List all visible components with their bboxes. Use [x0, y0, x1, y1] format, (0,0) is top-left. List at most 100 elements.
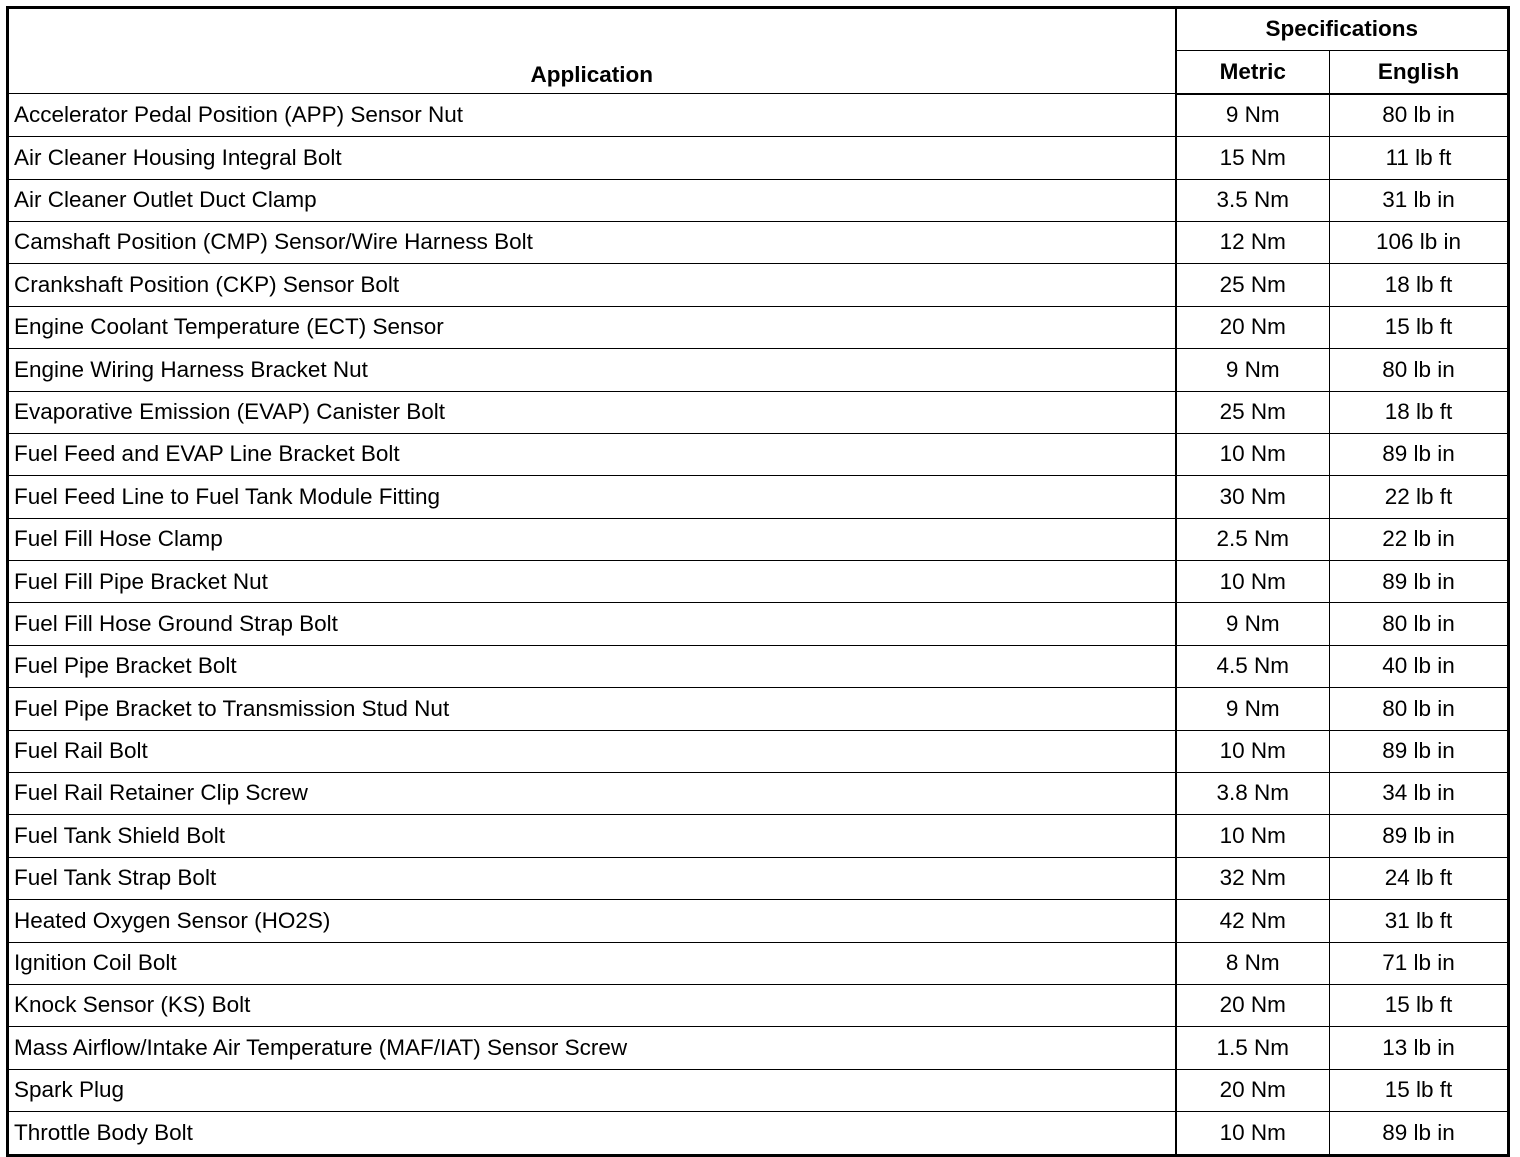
metric-cell: 25 Nm [1175, 263, 1330, 307]
application-cell: Mass Airflow/Intake Air Temperature (MAF… [7, 1026, 1177, 1070]
english-cell: 80 lb in [1328, 602, 1510, 646]
table-row: Camshaft Position (CMP) Sensor/Wire Harn… [7, 220, 1510, 265]
metric-cell: 10 Nm [1175, 814, 1330, 858]
application-cell: Knock Sensor (KS) Bolt [7, 983, 1177, 1028]
application-cell: Fuel Pipe Bracket to Transmission Stud N… [7, 687, 1177, 731]
english-cell: 15 lb ft [1328, 1068, 1510, 1113]
table-row: Fuel Pipe Bracket Bolt 4.5 Nm 40 lb in [7, 644, 1510, 689]
table-row: Fuel Tank Strap Bolt 32 Nm 24 lb ft [7, 856, 1510, 901]
application-cell: Fuel Fill Hose Clamp [7, 517, 1177, 562]
english-cell: 15 lb ft [1328, 983, 1510, 1028]
metric-cell: 2.5 Nm [1175, 517, 1330, 562]
application-cell: Fuel Feed Line to Fuel Tank Module Fitti… [7, 475, 1177, 519]
application-cell: Fuel Rail Retainer Clip Screw [7, 772, 1177, 816]
application-cell: Fuel Tank Strap Bolt [7, 856, 1177, 901]
table-row: Spark Plug 20 Nm 15 lb ft [7, 1068, 1510, 1113]
application-cell: Heated Oxygen Sensor (HO2S) [7, 899, 1177, 943]
table-row: Fuel Feed and EVAP Line Bracket Bolt 10 N… [7, 432, 1510, 477]
metric-cell: 10 Nm [1175, 432, 1330, 477]
torque-specifications-table: Application Specifications Metric Englis… [6, 6, 1511, 1157]
english-cell: 80 lb in [1328, 687, 1510, 731]
english-cell: 18 lb ft [1328, 390, 1510, 434]
english-cell: 11 lb ft [1328, 136, 1510, 180]
application-cell: Evaporative Emission (EVAP) Canister Bol… [7, 390, 1177, 434]
application-cell: Fuel Pipe Bracket Bolt [7, 644, 1177, 689]
english-cell: 80 lb in [1328, 348, 1510, 392]
metric-cell: 20 Nm [1175, 1068, 1330, 1113]
english-cell: 22 lb in [1328, 517, 1510, 562]
application-cell: Fuel Fill Hose Ground Strap Bolt [7, 602, 1177, 646]
metric-cell: 10 Nm [1175, 560, 1330, 604]
english-cell: 80 lb in [1328, 93, 1510, 138]
metric-cell: 9 Nm [1175, 93, 1330, 138]
english-cell: 40 lb in [1328, 644, 1510, 689]
metric-cell: 42 Nm [1175, 899, 1330, 943]
table-row: Engine Coolant Temperature (ECT) Sensor 2… [7, 305, 1510, 350]
metric-cell: 4.5 Nm [1175, 644, 1330, 689]
table-row: Engine Wiring Harness Bracket Nut 9 Nm 80 … [7, 348, 1510, 392]
application-cell: Engine Wiring Harness Bracket Nut [7, 348, 1177, 392]
application-cell: Throttle Body Bolt [7, 1111, 1177, 1156]
application-cell: Fuel Feed and EVAP Line Bracket Bolt [7, 432, 1177, 477]
metric-cell: 10 Nm [1175, 729, 1330, 774]
english-cell: 89 lb in [1328, 814, 1510, 858]
metric-cell: 9 Nm [1175, 348, 1330, 392]
table-row: Evaporative Emission (EVAP) Canister Bol… [7, 390, 1510, 434]
metric-cell: 30 Nm [1175, 475, 1330, 519]
table-row: Mass Airflow/Intake Air Temperature (MAF… [7, 1026, 1510, 1070]
application-cell: Accelerator Pedal Position (APP) Sensor … [7, 93, 1177, 138]
application-cell: Air Cleaner Outlet Duct Clamp [7, 178, 1177, 222]
table-row: Ignition Coil Bolt 8 Nm 71 lb in [7, 941, 1510, 985]
metric-cell: 12 Nm [1175, 220, 1330, 265]
application-cell: Camshaft Position (CMP) Sensor/Wire Harn… [7, 220, 1177, 265]
application-cell: Air Cleaner Housing Integral Bolt [7, 136, 1177, 180]
table-row: Fuel Tank Shield Bolt 10 Nm 89 lb in [7, 814, 1510, 858]
table-row: Knock Sensor (KS) Bolt 20 Nm 15 lb ft [7, 983, 1510, 1028]
table-row: Fuel Fill Hose Ground Strap Bolt 9 Nm 80 l… [7, 602, 1510, 646]
english-cell: 31 lb ft [1328, 899, 1510, 943]
english-cell: 34 lb in [1328, 772, 1510, 816]
table-row: Throttle Body Bolt 10 Nm 89 lb in [7, 1111, 1510, 1156]
english-cell: 89 lb in [1328, 1111, 1510, 1156]
application-cell: Ignition Coil Bolt [7, 941, 1177, 985]
application-cell: Fuel Tank Shield Bolt [7, 814, 1177, 858]
english-header: English [1328, 50, 1510, 95]
english-cell: 22 lb ft [1328, 475, 1510, 519]
table-row: Crankshaft Position (CKP) Sensor Bolt 25 … [7, 263, 1510, 307]
metric-cell: 9 Nm [1175, 602, 1330, 646]
english-cell: 89 lb in [1328, 560, 1510, 604]
english-cell: 24 lb ft [1328, 856, 1510, 901]
metric-cell: 9 Nm [1175, 687, 1330, 731]
metric-cell: 3.8 Nm [1175, 772, 1330, 816]
metric-cell: 10 Nm [1175, 1111, 1330, 1156]
english-cell: 15 lb ft [1328, 305, 1510, 350]
metric-cell: 8 Nm [1175, 941, 1330, 985]
table-row: Accelerator Pedal Position (APP) Sensor … [7, 93, 1510, 138]
english-cell: 89 lb in [1328, 432, 1510, 477]
metric-cell: 15 Nm [1175, 136, 1330, 180]
table-row: Heated Oxygen Sensor (HO2S) 42 Nm 31 lb ft [7, 899, 1510, 943]
application-cell: Crankshaft Position (CKP) Sensor Bolt [7, 263, 1177, 307]
english-cell: 106 lb in [1328, 220, 1510, 265]
english-cell: 89 lb in [1328, 729, 1510, 774]
english-cell: 31 lb in [1328, 178, 1510, 222]
metric-cell: 20 Nm [1175, 305, 1330, 350]
table-row: Fuel Rail Retainer Clip Screw 3.8 Nm 34 lb… [7, 772, 1510, 816]
english-cell: 71 lb in [1328, 941, 1510, 985]
table-row: Air Cleaner Housing Integral Bolt 15 Nm 11… [7, 136, 1510, 180]
metric-cell: 25 Nm [1175, 390, 1330, 434]
specifications-header: Specifications [1174, 6, 1510, 52]
metric-cell: 1.5 Nm [1175, 1026, 1330, 1070]
metric-cell: 32 Nm [1175, 856, 1330, 901]
english-cell: 13 lb in [1328, 1026, 1510, 1070]
table-row: Fuel Fill Hose Clamp 2.5 Nm 22 lb in [7, 517, 1510, 562]
application-cell: Engine Coolant Temperature (ECT) Sensor [7, 305, 1177, 350]
table-row: Fuel Pipe Bracket to Transmission Stud N… [7, 687, 1510, 731]
metric-cell: 20 Nm [1175, 983, 1330, 1028]
table-row: Fuel Rail Bolt 10 Nm 89 lb in [7, 729, 1510, 774]
table-body: Accelerator Pedal Position (APP) Sensor … [7, 93, 1510, 1156]
table-row: Fuel Fill Pipe Bracket Nut 10 Nm 89 lb in [7, 560, 1510, 604]
application-cell: Spark Plug [7, 1068, 1177, 1113]
application-header: Application [7, 6, 1177, 95]
application-cell: Fuel Fill Pipe Bracket Nut [7, 560, 1177, 604]
